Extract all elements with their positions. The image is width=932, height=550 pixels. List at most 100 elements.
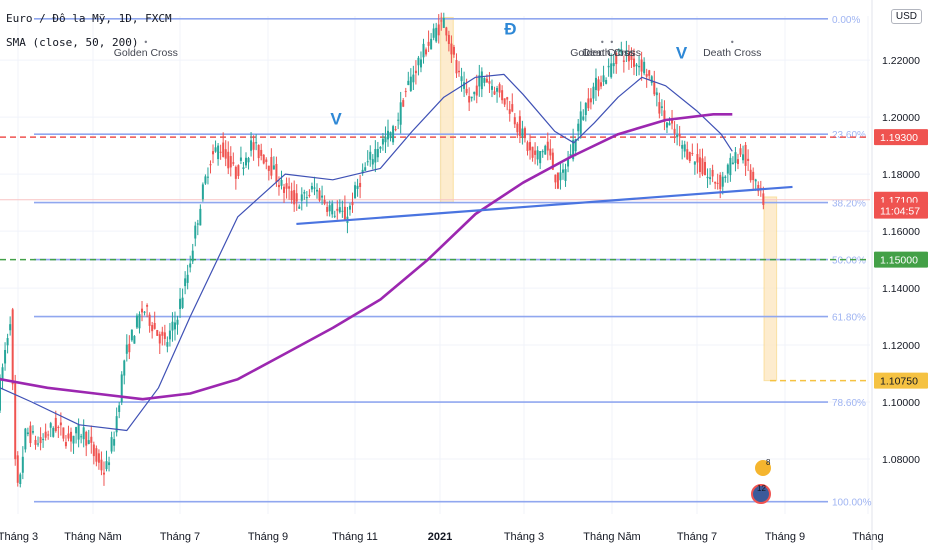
candle-up (605, 80, 608, 84)
candle-down (671, 118, 674, 124)
candle-down (229, 156, 232, 168)
candle-up (206, 176, 209, 178)
candle-up (729, 157, 732, 176)
candle-up (460, 76, 463, 82)
candle-down (153, 323, 156, 329)
symbol-title[interactable]: Euro / Đô la Mỹ, 1D, FXCM (6, 12, 172, 25)
x-tick-label: Tháng 3 (504, 531, 544, 543)
trend-line[interactable] (296, 185, 793, 226)
candle-up (376, 148, 379, 158)
candle-down (440, 20, 443, 22)
candle-down (227, 151, 230, 169)
candle-up (173, 322, 176, 330)
candle-up (442, 18, 445, 28)
candle-down (11, 309, 14, 385)
candle-up (693, 161, 696, 165)
candle-down (128, 343, 131, 353)
candle-down (615, 53, 618, 65)
candle-up (247, 157, 250, 163)
candle-down (95, 448, 98, 462)
cross-annotation: Death Cross (583, 47, 641, 59)
candle-down (262, 154, 265, 164)
candle-down (698, 157, 701, 173)
candle-up (617, 49, 620, 51)
candle-up (110, 437, 113, 452)
candle-down (323, 199, 326, 204)
x-tick-label: 2021 (428, 531, 452, 543)
candle-down (437, 24, 440, 36)
candle-up (731, 162, 734, 165)
candle-down (622, 60, 625, 62)
candle-up (577, 123, 580, 132)
us-flag-icon[interactable] (751, 484, 771, 504)
horizontal-price-lines[interactable] (0, 136, 870, 382)
candle-up (348, 205, 351, 210)
candle-up (407, 80, 410, 86)
candle-up (643, 61, 646, 74)
candle-up (567, 158, 570, 167)
candle-up (77, 424, 80, 440)
candle-down (450, 43, 453, 55)
candle-up (42, 438, 45, 441)
y-tick-label: 1.10000 (882, 397, 920, 409)
candle-down (546, 141, 549, 151)
candle-down (148, 314, 151, 326)
sma-lines (0, 73, 733, 432)
candle-down (455, 60, 458, 74)
candle-up (242, 167, 245, 170)
candle-up (602, 75, 605, 82)
candle-up (272, 165, 275, 170)
candle-up (356, 185, 359, 189)
economic-event-icon[interactable] (755, 460, 771, 476)
candle-up (217, 145, 220, 160)
candle-down (267, 165, 270, 171)
candle-up (310, 185, 313, 190)
fib-level-label: 50.00% (832, 256, 866, 267)
candle-down (394, 129, 397, 131)
candle-up (133, 335, 136, 344)
candle-down (295, 193, 298, 202)
candle-up (214, 147, 217, 152)
candle-up (166, 342, 169, 347)
candle-up (21, 456, 24, 473)
candle-down (97, 453, 100, 463)
sma-50-line (0, 73, 733, 432)
fib-level-label: 61.80% (832, 313, 866, 324)
annotation-marker (731, 40, 734, 44)
candle-up (574, 139, 577, 152)
candle-down (14, 382, 17, 460)
candle-down (498, 84, 501, 93)
candle-down (523, 128, 526, 139)
candle-up (610, 63, 613, 78)
candle-down (640, 59, 643, 72)
candle-up (201, 184, 204, 200)
candle-up (24, 428, 27, 450)
candle-down (516, 123, 519, 133)
candle-up (244, 157, 247, 166)
trend-line-layer[interactable] (296, 185, 793, 226)
price-range-highlight (763, 196, 778, 382)
indicator-legend[interactable]: SMA (close, 50, 200) (6, 36, 139, 49)
candle-up (115, 416, 118, 433)
candle-up (638, 65, 641, 68)
candle-down (653, 81, 656, 95)
currency-selector[interactable]: USD (890, 9, 922, 24)
candle-down (275, 163, 278, 182)
price-label-box (874, 251, 928, 268)
candle-up (668, 122, 671, 126)
candle-up (676, 134, 679, 138)
x-tick-label: Tháng 7 (160, 531, 200, 543)
candle-down (90, 436, 93, 443)
event-badges[interactable]: 8 12 (751, 458, 771, 504)
candle-down (658, 102, 661, 114)
candle-up (369, 151, 372, 160)
candle-up (341, 210, 344, 212)
candle-down (234, 166, 237, 179)
candle-up (607, 65, 610, 68)
candle-up (113, 439, 116, 446)
candle-up (181, 297, 184, 308)
candle-down (747, 158, 750, 162)
candle-down (597, 79, 600, 91)
candlesticks (0, 12, 765, 488)
